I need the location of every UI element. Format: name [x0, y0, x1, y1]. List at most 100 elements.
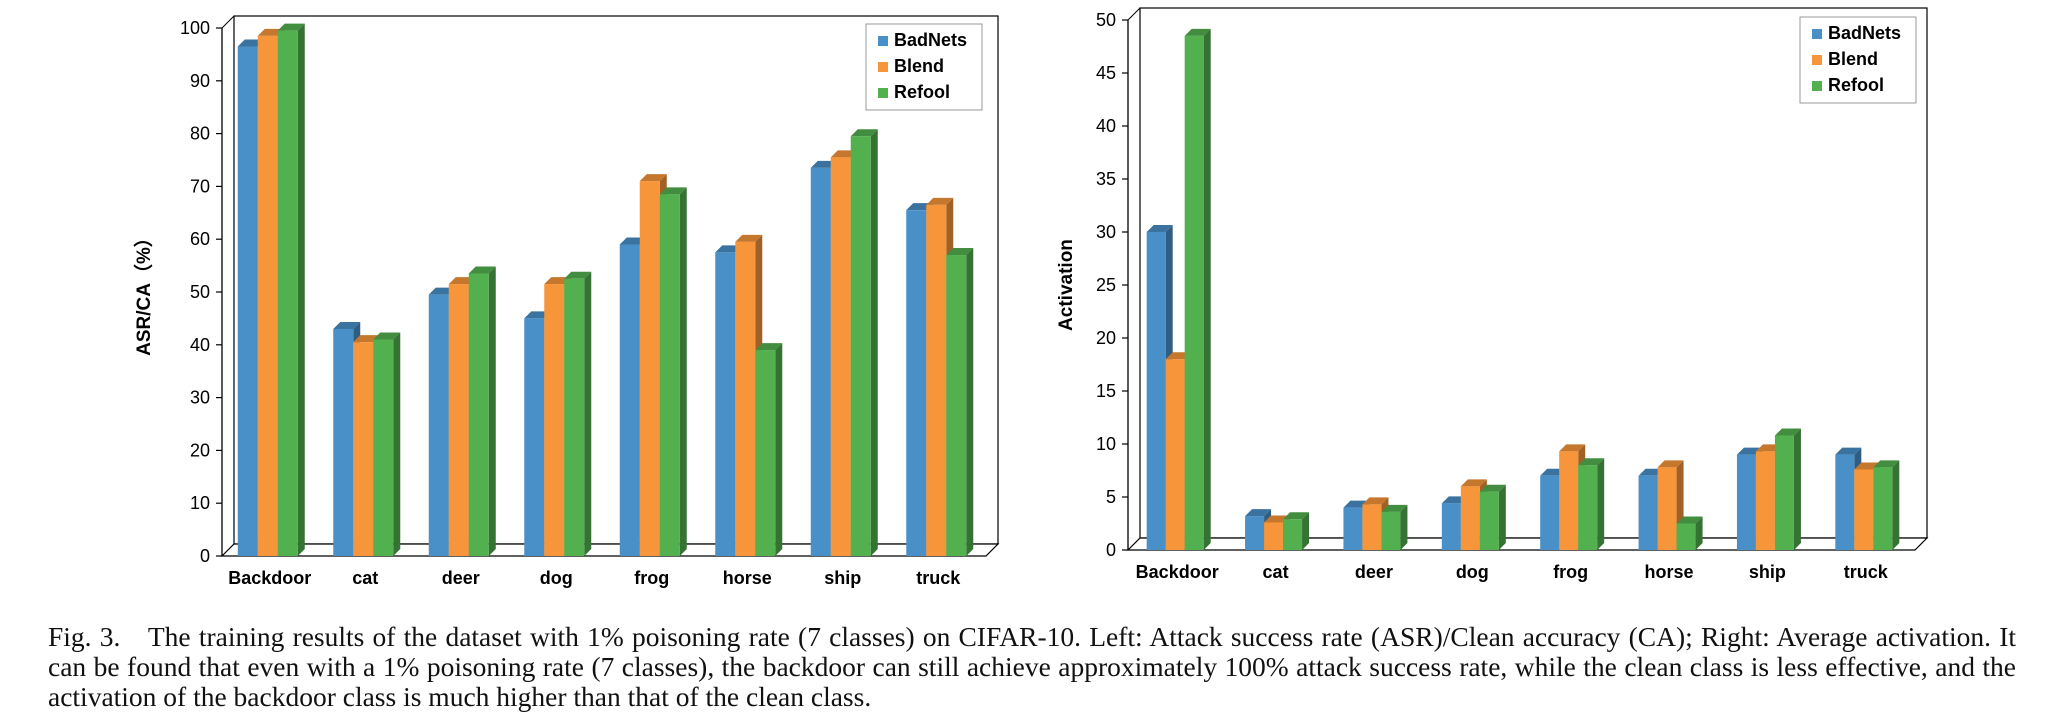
bar-top	[659, 187, 687, 195]
bar-top	[1873, 460, 1900, 468]
x-tick-label: horse	[1645, 562, 1694, 582]
y-tick-label: 40	[1096, 116, 1116, 136]
bar-blend-frog	[1559, 451, 1579, 550]
bar-side	[1302, 512, 1310, 550]
x-tick-label: dog	[540, 568, 573, 588]
bar-badnets-frog	[1540, 475, 1560, 550]
bar-side	[775, 343, 783, 556]
bar-top	[926, 197, 954, 205]
bar-badnets-truck	[1835, 454, 1855, 550]
bar-refool-ship	[1774, 435, 1794, 550]
y-tick-label: 60	[190, 229, 210, 249]
bar-top	[373, 332, 401, 340]
bar-top	[468, 266, 496, 274]
x-tick-label: cat	[352, 568, 378, 588]
bar-badnets-frog	[619, 244, 640, 557]
bar-blend-truck	[1854, 469, 1874, 550]
bar-top	[1559, 444, 1586, 452]
bar-blend-horse	[1657, 467, 1677, 550]
y-tick-label: 90	[190, 71, 210, 91]
bar-top	[1362, 497, 1389, 505]
y-tick-label: 5	[1106, 487, 1116, 507]
bar-top	[1460, 479, 1487, 487]
bar-top	[1774, 428, 1801, 436]
bar-refool-ship	[850, 136, 871, 557]
y-tick-label: 100	[180, 18, 210, 38]
bar-blend-frog	[639, 181, 660, 556]
y-tick-label: 80	[190, 124, 210, 144]
legend-label: BadNets	[894, 30, 967, 50]
bar-top	[1283, 512, 1310, 520]
bar-top	[1835, 447, 1862, 455]
y-tick-label: 15	[1096, 381, 1116, 401]
bar-blend-truck	[926, 204, 947, 556]
bar-side	[1892, 460, 1900, 550]
y-tick-label: 25	[1096, 275, 1116, 295]
bar-top	[1146, 225, 1173, 232]
bar-top	[1479, 484, 1506, 492]
x-tick-label: deer	[1355, 562, 1393, 582]
legend-label: Refool	[894, 82, 950, 102]
bar-top	[333, 321, 361, 329]
bar-top	[946, 248, 974, 256]
x-tick-label: Backdoor	[1136, 562, 1219, 582]
bar-refool-frog	[659, 194, 680, 556]
bar-side	[584, 271, 592, 556]
x-tick-label: horse	[723, 568, 772, 588]
bar-blend-cat	[1264, 522, 1284, 550]
bar-badnets-deer	[1343, 507, 1363, 550]
y-tick-label: 10	[190, 493, 210, 513]
y-tick-label: 30	[190, 388, 210, 408]
legend-label: Blend	[894, 56, 944, 76]
x-tick-label: deer	[442, 568, 480, 588]
bar-top	[735, 234, 763, 242]
bar-blend-horse	[735, 241, 756, 556]
bar-blend-dog	[544, 284, 565, 556]
bar-badnets-cat	[1245, 516, 1265, 550]
bar-side	[1400, 504, 1408, 550]
bar-refool-cat	[373, 339, 394, 556]
bar-top	[1184, 28, 1211, 36]
x-tick-label: Backdoor	[228, 568, 311, 588]
y-tick-label: 20	[190, 440, 210, 460]
bar-badnets-dog	[1441, 503, 1461, 550]
bar-badnets-cat	[333, 328, 354, 556]
bar-top	[755, 343, 783, 351]
bar-badnets-horse	[715, 252, 736, 556]
bar-top	[639, 174, 667, 182]
bar-badnets-dog	[524, 318, 545, 556]
legend-label: Refool	[1828, 75, 1884, 95]
figure-caption: Fig. 3. The training results of the data…	[48, 621, 2016, 712]
side-wall-edge	[221, 15, 235, 29]
bar-badnets-backdoor	[1146, 232, 1166, 550]
y-tick-label: 35	[1096, 169, 1116, 189]
x-tick-label: ship	[824, 568, 861, 588]
bar-top	[1381, 504, 1408, 512]
bar-side	[966, 248, 974, 557]
activation-chart: 0 5 10 15 20 25 30 35 40 45 50 Activation Backdoor ca…	[1056, 7, 1929, 582]
x-tick-label: ship	[1749, 562, 1786, 582]
bar-blend-dog	[1460, 486, 1480, 550]
legend-swatch	[878, 36, 888, 46]
y-tick-label: 40	[190, 335, 210, 355]
x-tick-label: truck	[1844, 562, 1889, 582]
bar-side	[393, 332, 401, 556]
x-tick-label: truck	[916, 568, 961, 588]
x-tick-label: frog	[1553, 562, 1588, 582]
bar-refool-deer	[1381, 511, 1401, 550]
bar-badnets-backdoor	[237, 46, 258, 556]
bar-blend-deer	[448, 284, 469, 556]
legend-label: BadNets	[1828, 23, 1901, 43]
bar-top	[850, 129, 878, 137]
bar-badnets-horse	[1638, 475, 1658, 550]
bar-blend-cat	[353, 342, 374, 556]
bar-refool-dog	[1479, 491, 1499, 550]
legend-swatch	[1812, 81, 1822, 91]
bar-refool-deer	[468, 273, 489, 556]
bar-refool-horse	[755, 350, 776, 556]
bar-refool-backdoor	[277, 30, 298, 556]
bar-blend-deer	[1362, 504, 1382, 550]
bar-refool-frog	[1578, 465, 1598, 550]
bar-refool-truck	[1873, 467, 1893, 550]
